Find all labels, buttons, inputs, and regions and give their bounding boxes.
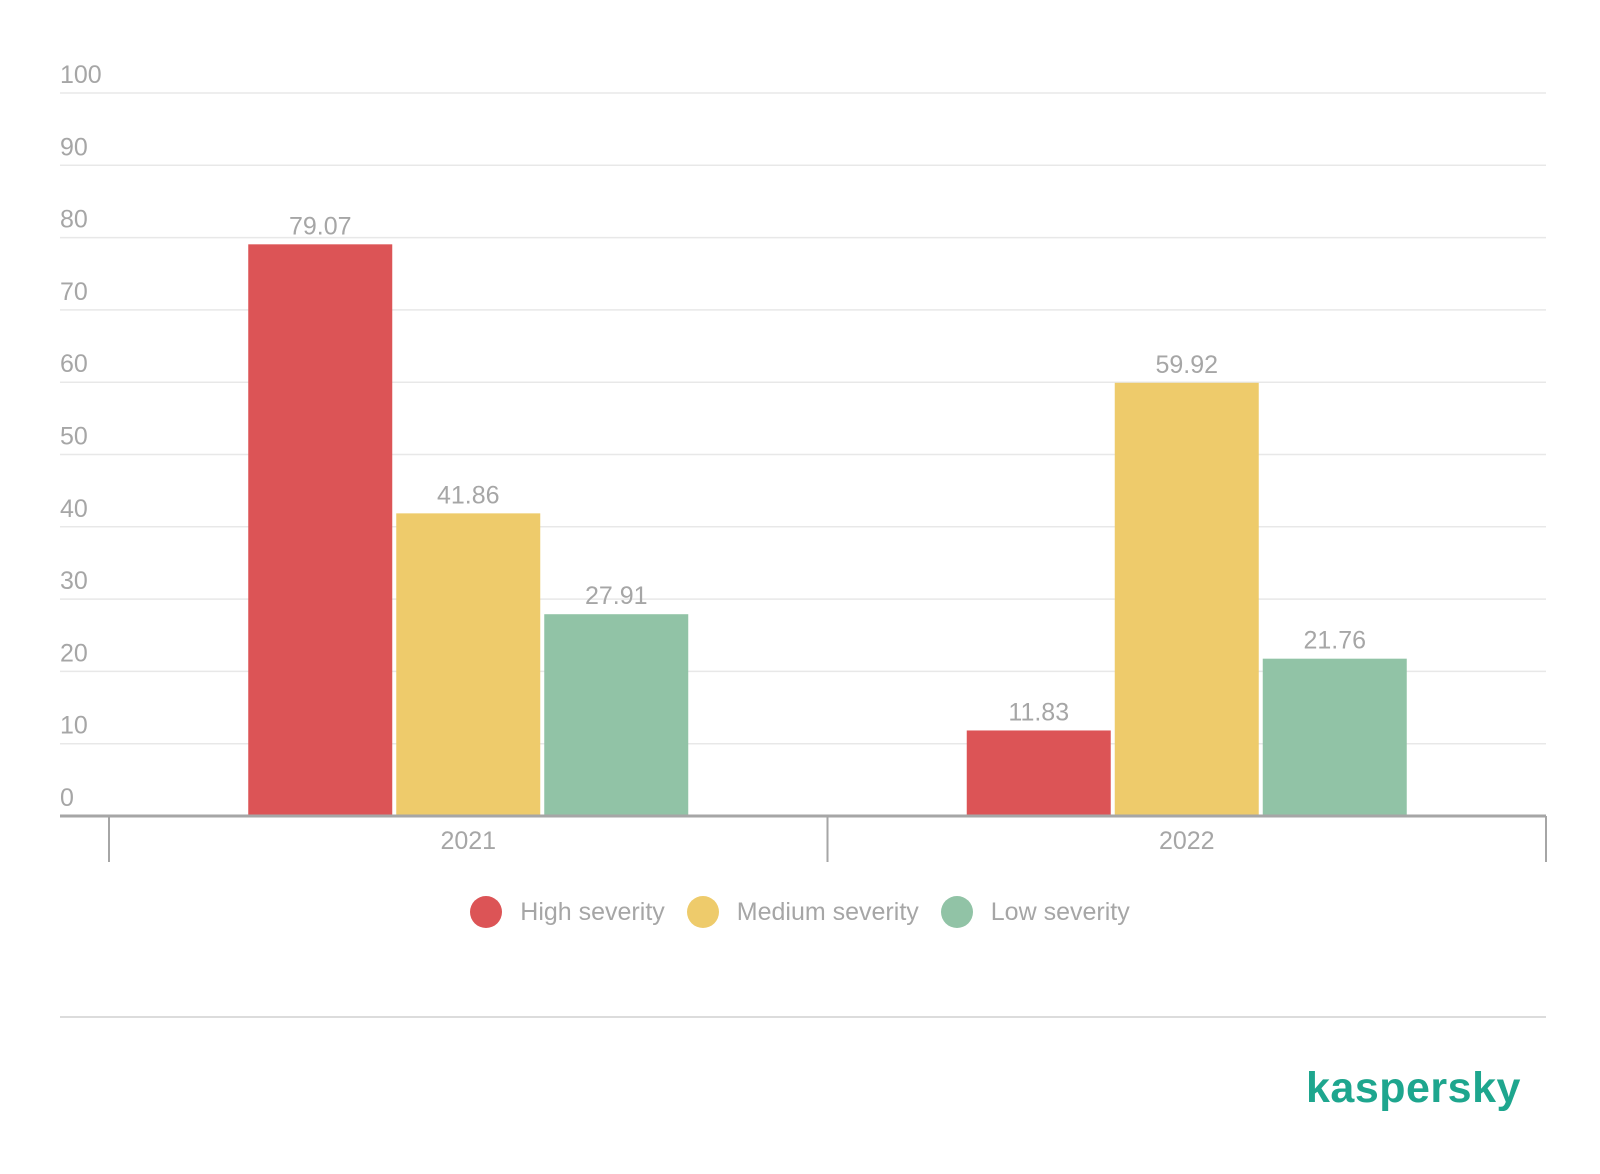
ytick-label-100: 100 xyxy=(60,61,102,89)
data-label-2021-2: 27.91 xyxy=(585,582,648,610)
legend: High severity Medium severity Low severi… xyxy=(0,892,1600,932)
legend-swatch-high xyxy=(470,896,503,928)
ytick-label-90: 90 xyxy=(60,133,88,161)
x-tick-label-2022: 2022 xyxy=(1159,827,1215,855)
bars xyxy=(248,244,1407,816)
ytick-label-80: 80 xyxy=(60,206,88,234)
data-label-2022-0: 11.83 xyxy=(1008,698,1069,726)
legend-item-high[interactable]: High severity xyxy=(470,896,665,928)
ytick-label-60: 60 xyxy=(60,350,88,378)
bar-2022-1 xyxy=(1114,382,1259,816)
x-axis: 2021 2022 xyxy=(60,814,1547,862)
bar-2022-2 xyxy=(1262,658,1407,816)
ytick-label-10: 10 xyxy=(60,712,88,740)
data-label-2021-0: 79.07 xyxy=(289,212,352,240)
data-label-2022-2: 21.76 xyxy=(1303,627,1366,655)
y-axis-ticks: 0 10 20 30 40 50 60 70 80 90 100 xyxy=(60,61,102,812)
bar-chart: 0 10 20 30 40 50 60 70 80 90 100 79.07 41.86 27.91 11… xyxy=(60,61,1547,862)
legend-label-high: High severity xyxy=(520,897,665,926)
legend-swatch-low xyxy=(940,896,973,928)
ytick-label-30: 30 xyxy=(60,567,88,595)
bar-2021-1 xyxy=(396,513,541,816)
bar-2022-0 xyxy=(966,730,1111,816)
ytick-label-70: 70 xyxy=(60,278,88,306)
data-label-2021-1: 41.86 xyxy=(437,481,500,509)
legend-label-low: Low severity xyxy=(990,897,1130,926)
legend-item-medium[interactable]: Medium severity xyxy=(686,896,919,928)
data-label-2022-1: 59.92 xyxy=(1155,351,1218,379)
footer-divider xyxy=(60,1016,1546,1018)
ytick-label-0: 0 xyxy=(60,784,74,812)
ytick-label-20: 20 xyxy=(60,639,88,667)
x-tick-label-2021: 2021 xyxy=(440,827,496,855)
legend-swatch-medium xyxy=(686,896,719,928)
kaspersky-logo: kaspersky xyxy=(1306,1064,1521,1112)
ytick-label-50: 50 xyxy=(60,423,88,451)
bar-2021-0 xyxy=(248,244,393,816)
legend-item-low[interactable]: Low severity xyxy=(940,896,1130,928)
ytick-label-40: 40 xyxy=(60,495,88,523)
legend-label-medium: Medium severity xyxy=(736,897,919,926)
bar-2021-2 xyxy=(544,614,689,816)
data-labels: 79.07 41.86 27.91 11.83 59.92 21.76 xyxy=(289,212,1366,726)
